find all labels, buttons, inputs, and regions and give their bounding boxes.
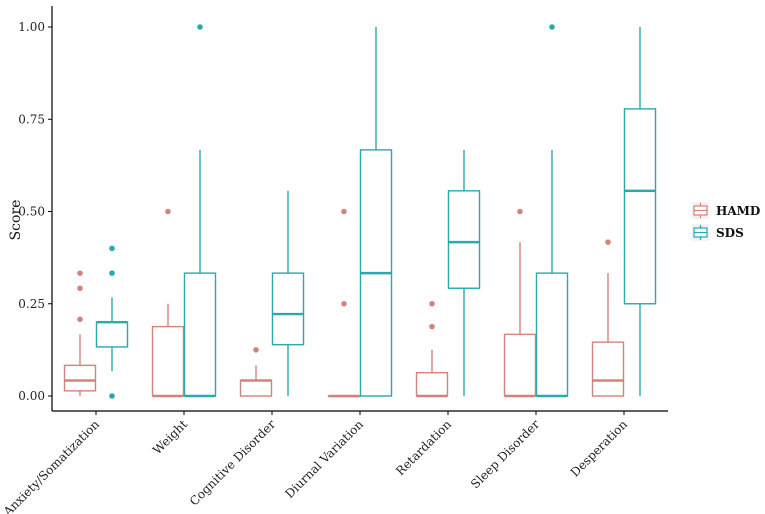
outlier-point xyxy=(109,270,115,276)
box-hamd xyxy=(327,208,361,398)
box-body xyxy=(239,379,273,397)
box-body xyxy=(183,272,217,397)
x-tick-label: Desperation xyxy=(568,417,631,480)
legend: HAMD SDS xyxy=(692,202,760,241)
box-sds xyxy=(183,24,217,398)
x-tick-label: Anxiety/Somatization xyxy=(0,417,102,514)
y-tick-label: 0.00 xyxy=(18,389,45,403)
box-sds xyxy=(623,27,657,396)
box-sds xyxy=(95,245,129,399)
box-hamd xyxy=(415,300,449,398)
box-sds xyxy=(271,190,305,396)
box-hamd xyxy=(591,239,625,397)
box-sds xyxy=(535,24,569,398)
outlier-point xyxy=(549,24,555,30)
box-body xyxy=(63,364,97,392)
box-body xyxy=(623,108,657,305)
box-body xyxy=(151,325,185,397)
legend-label: SDS xyxy=(716,226,744,240)
outlier-point xyxy=(429,300,435,307)
y-tick-label: 0.50 xyxy=(18,205,45,219)
legend-item-sds: SDS xyxy=(692,224,744,241)
outlier-point xyxy=(165,208,171,215)
outlier-point xyxy=(197,24,203,30)
outlier-point xyxy=(109,245,115,252)
x-tick-label: Diurnal Variation xyxy=(282,417,366,501)
box-body xyxy=(535,272,569,397)
legend-label: HAMD xyxy=(716,204,760,218)
box-hamd xyxy=(503,208,537,398)
box-body xyxy=(591,341,625,397)
box-hamd xyxy=(63,270,97,396)
legend-item-hamd: HAMD xyxy=(692,202,760,219)
x-tick-label: Cognitive Disorder xyxy=(187,417,278,508)
outlier-point xyxy=(109,393,115,399)
outlier-point xyxy=(429,323,435,330)
outlier-point xyxy=(341,300,347,307)
outlier-point xyxy=(77,285,83,292)
outlier-point xyxy=(517,208,523,215)
box-body xyxy=(415,372,449,397)
plot-area xyxy=(63,24,657,399)
box-sds xyxy=(359,27,393,397)
outlier-point xyxy=(77,316,83,323)
outlier-point xyxy=(605,239,611,245)
outlier-point xyxy=(77,270,83,276)
box-body xyxy=(271,272,305,346)
y-tick-label: 0.75 xyxy=(18,112,45,126)
y-axis-ticks: 0.00 0.25 0.50 0.75 1.00 xyxy=(18,20,52,403)
outlier-point xyxy=(253,347,259,353)
box-hamd xyxy=(151,208,185,398)
box-sds xyxy=(447,149,481,396)
x-tick-label: Retardation xyxy=(393,417,454,478)
box-body xyxy=(447,190,481,289)
box-body xyxy=(503,333,537,397)
outlier-point xyxy=(341,208,347,215)
box-body xyxy=(95,321,129,348)
box-hamd xyxy=(239,347,273,397)
y-axis-title: Score xyxy=(8,200,24,241)
y-tick-label: 1.00 xyxy=(18,20,45,34)
y-tick-label: 0.25 xyxy=(18,297,45,311)
x-tick-label: Weight xyxy=(150,417,190,457)
x-tick-label: Sleep Disorder xyxy=(468,417,542,491)
